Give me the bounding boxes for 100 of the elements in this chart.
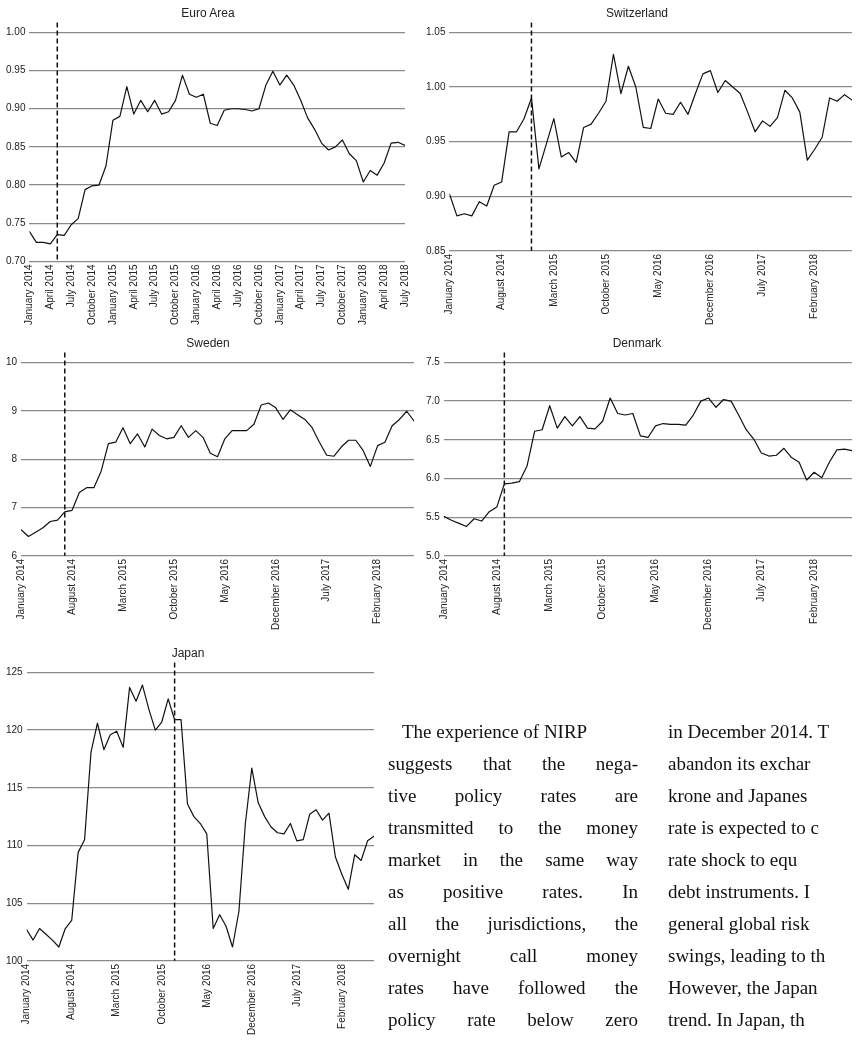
x-tick-label: December 2016 xyxy=(702,558,714,630)
x-tick-label: February 2018 xyxy=(371,558,383,624)
y-tick-label: 125 xyxy=(6,666,24,678)
y-tick-label: 1.00 xyxy=(5,26,26,38)
y-tick-label: 6 xyxy=(11,549,18,561)
text: all the jurisdictions, the xyxy=(388,912,638,936)
x-tick-label: August 2014 xyxy=(490,558,502,616)
x-tick-label: January 2014 xyxy=(23,263,35,326)
x-tick-label: January 2014 xyxy=(437,558,449,620)
y-tick-label: 115 xyxy=(6,781,24,793)
y-tick-label: 120 xyxy=(6,723,24,735)
text: transmitted to the money xyxy=(388,816,638,840)
y-tick-label: 100 xyxy=(6,954,24,966)
x-tick-label: December 2016 xyxy=(269,558,281,630)
x-tick-label: January 2014 xyxy=(14,558,26,620)
y-tick-label: 1.00 xyxy=(425,80,446,92)
x-tick-label: April 2014 xyxy=(44,263,56,310)
y-tick-label: 8 xyxy=(11,452,18,464)
x-tick-label: July 2017 xyxy=(290,963,302,1007)
y-tick-label: 10 xyxy=(6,356,18,368)
x-tick-label: December 2016 xyxy=(245,963,257,1035)
text: rates have followed the xyxy=(388,976,638,1000)
x-tick-label: January 2018 xyxy=(357,263,369,326)
y-tick-label: 110 xyxy=(6,839,24,851)
text: trend. In Japan, th xyxy=(668,1008,806,1032)
y-tick-label: 6.5 xyxy=(426,433,441,445)
x-tick-label: January 2014 xyxy=(20,963,32,1025)
x-tick-label: April 2017 xyxy=(294,263,306,310)
x-tick-label: July 2015 xyxy=(148,263,160,308)
text: as positive rates. In xyxy=(388,880,638,904)
x-tick-label: August 2014 xyxy=(65,963,77,1021)
y-tick-label: 5.5 xyxy=(426,510,441,522)
chart-title: Switzerland xyxy=(605,5,669,20)
x-tick-label: March 2015 xyxy=(116,558,128,612)
x-tick-label: January 2014 xyxy=(443,253,455,315)
y-tick-label: 0.90 xyxy=(5,102,26,114)
x-tick-label: April 2018 xyxy=(377,263,389,310)
chart-title: Sweden xyxy=(186,335,230,350)
text: However, the Japan xyxy=(668,976,819,1000)
text: krone and Japanes xyxy=(668,784,809,808)
text: debt instruments. I xyxy=(668,880,811,904)
text: in December 2014. T xyxy=(668,720,831,744)
x-tick-label: July 2014 xyxy=(64,263,76,308)
x-tick-label: October 2014 xyxy=(85,263,97,326)
x-tick-label: July 2016 xyxy=(231,263,243,308)
x-tick-label: February 2018 xyxy=(807,558,819,624)
x-tick-label: May 2016 xyxy=(649,558,661,603)
y-tick-label: 0.70 xyxy=(5,255,26,267)
y-tick-label: 0.75 xyxy=(5,216,26,228)
text: policy rate below zero xyxy=(388,1008,638,1032)
x-tick-label: February 2018 xyxy=(335,963,347,1029)
x-tick-label: October 2015 xyxy=(167,558,179,620)
y-tick-label: 7.5 xyxy=(426,356,441,368)
x-tick-label: April 2016 xyxy=(210,263,222,310)
x-tick-label: October 2016 xyxy=(252,263,264,326)
y-tick-label: 0.85 xyxy=(425,244,446,256)
text: general global risk xyxy=(668,912,811,936)
y-tick-label: 6.0 xyxy=(426,472,441,484)
text: abandon its exchar xyxy=(668,752,812,776)
x-tick-label: March 2015 xyxy=(547,253,559,307)
x-tick-label: May 2016 xyxy=(651,253,663,298)
text: The experience of NIRP xyxy=(401,720,589,744)
text: tive policy rates are xyxy=(388,784,638,808)
y-tick-label: 9 xyxy=(11,404,18,416)
x-tick-label: May 2016 xyxy=(218,558,230,603)
x-tick-label: July 2017 xyxy=(315,263,327,308)
x-tick-label: July 2017 xyxy=(756,253,768,297)
x-tick-label: May 2016 xyxy=(200,963,212,1008)
x-tick-label: April 2015 xyxy=(127,263,139,310)
x-tick-label: August 2014 xyxy=(65,558,77,616)
x-tick-label: October 2015 xyxy=(596,558,608,620)
y-tick-label: 105 xyxy=(6,896,24,908)
y-tick-label: 0.90 xyxy=(425,189,446,201)
x-tick-label: January 2017 xyxy=(273,263,285,326)
x-tick-label: October 2015 xyxy=(599,253,611,315)
y-tick-label: 7.0 xyxy=(426,394,441,406)
text: suggests that the nega- xyxy=(388,752,638,776)
y-tick-label: 0.95 xyxy=(5,64,26,76)
text: market in the same way xyxy=(388,848,638,872)
y-tick-label: 0.95 xyxy=(425,135,446,147)
x-tick-label: October 2015 xyxy=(155,963,167,1025)
chart-title: Denmark xyxy=(612,335,663,350)
text: swings, leading to th xyxy=(668,944,827,968)
x-tick-label: July 2018 xyxy=(398,263,410,308)
x-tick-label: July 2017 xyxy=(755,558,767,602)
y-tick-label: 7 xyxy=(11,501,18,513)
x-tick-label: August 2014 xyxy=(495,253,507,311)
chart-title: Japan xyxy=(171,645,205,660)
x-tick-label: July 2017 xyxy=(320,558,332,602)
x-tick-label: January 2016 xyxy=(190,263,202,326)
x-tick-label: January 2015 xyxy=(106,263,118,326)
text: rate shock to equ xyxy=(668,848,799,872)
x-tick-label: October 2015 xyxy=(169,263,181,326)
y-tick-label: 5.0 xyxy=(426,549,441,561)
text: rate is expected to c xyxy=(668,816,820,840)
x-tick-label: March 2015 xyxy=(543,558,555,612)
x-tick-label: February 2018 xyxy=(808,253,820,319)
x-tick-label: October 2017 xyxy=(336,263,348,326)
y-tick-label: 0.80 xyxy=(5,178,26,190)
y-tick-label: 0.85 xyxy=(5,140,26,152)
